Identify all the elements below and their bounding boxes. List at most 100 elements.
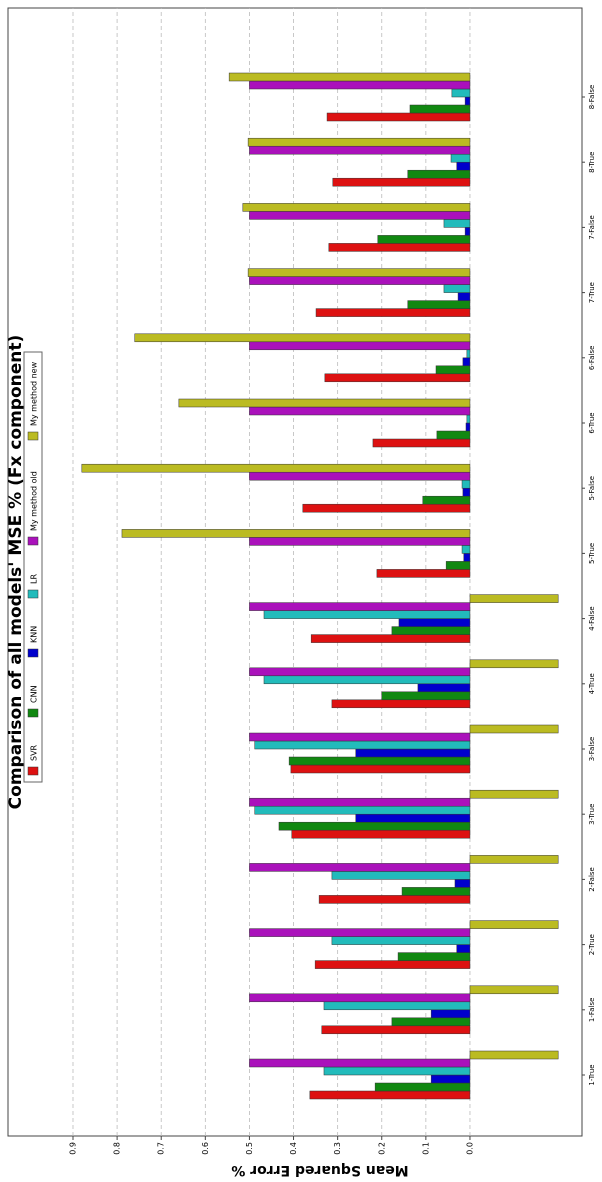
bar	[314, 960, 471, 969]
bar	[288, 756, 471, 766]
bar	[469, 659, 559, 669]
bar	[465, 422, 471, 432]
bar	[242, 203, 471, 212]
bar	[391, 626, 471, 635]
bar	[249, 537, 471, 546]
bar	[254, 740, 471, 750]
bar	[461, 479, 471, 489]
x-tick-label: 7-False	[588, 215, 596, 240]
bar	[121, 529, 471, 538]
y-tick-label: 0.7	[157, 1142, 166, 1155]
y-tick-label: 0.5	[245, 1142, 254, 1155]
bar	[466, 414, 471, 424]
bar	[397, 952, 471, 961]
bar	[454, 879, 471, 888]
bar	[331, 936, 471, 945]
bar	[407, 169, 471, 179]
bar	[249, 1058, 471, 1068]
x-tick-label: 4-True	[588, 673, 596, 694]
bar	[249, 602, 471, 611]
legend-swatch	[27, 431, 39, 441]
bar	[435, 365, 471, 375]
bar	[315, 308, 471, 317]
bar	[430, 1009, 471, 1019]
bar	[374, 1082, 471, 1092]
bar	[469, 920, 559, 929]
bar	[178, 398, 471, 408]
bar	[417, 683, 471, 693]
bar	[247, 137, 471, 147]
bar	[249, 80, 471, 90]
bar	[443, 284, 471, 293]
bar	[249, 276, 471, 285]
bar	[134, 333, 471, 343]
bar	[291, 829, 471, 839]
legend-swatch	[27, 589, 39, 599]
bar	[249, 211, 471, 220]
chart-title: Comparison of all models' MSE % (Fx comp…	[6, 335, 26, 810]
bar	[249, 471, 471, 481]
legend-label: My method new	[30, 361, 39, 426]
legend-swatch	[27, 766, 39, 776]
bar	[310, 634, 471, 643]
x-tick-label: 8-False	[588, 85, 596, 110]
bar	[422, 495, 471, 505]
bar	[445, 561, 471, 570]
bar	[249, 993, 471, 1003]
bar	[290, 764, 471, 774]
bar	[456, 161, 471, 171]
x-tick-label: 2-False	[588, 867, 596, 892]
bar	[263, 610, 471, 619]
y-tick-label: 0.1	[421, 1142, 430, 1155]
bar	[249, 797, 471, 807]
x-tick-label: 8-True	[588, 152, 596, 173]
bar	[391, 1017, 471, 1027]
bar	[469, 724, 559, 734]
bar	[464, 96, 471, 106]
y-tick-label: 0.9	[68, 1142, 77, 1155]
bar	[249, 667, 471, 677]
bar	[381, 691, 471, 701]
bar	[331, 699, 471, 709]
y-tick-label: 0.4	[289, 1142, 298, 1155]
x-tick-label: 2-True	[588, 934, 596, 955]
bar	[469, 855, 559, 864]
bar	[450, 153, 471, 163]
bar	[456, 944, 471, 953]
bar	[309, 1090, 471, 1100]
x-tick-label: 6-False	[588, 346, 596, 371]
bar	[81, 463, 471, 473]
y-tick-label: 0.2	[377, 1142, 386, 1155]
y-tick-label: 0.0	[465, 1142, 474, 1155]
bar	[249, 145, 471, 155]
bar	[469, 594, 559, 603]
bar	[249, 863, 471, 872]
y-tick-label: 0.6	[201, 1142, 210, 1155]
bar	[462, 487, 471, 497]
bar	[278, 821, 471, 831]
legend-label: CNN	[30, 685, 39, 703]
bar	[430, 1074, 471, 1084]
bar	[451, 88, 471, 98]
bar	[401, 887, 471, 896]
legend-swatch	[27, 536, 39, 546]
bar	[355, 748, 471, 758]
bar	[372, 438, 471, 448]
bar	[249, 928, 471, 937]
bar	[331, 871, 471, 880]
bar	[464, 227, 471, 236]
bar	[443, 219, 471, 228]
x-tick-label: 7-True	[588, 282, 596, 303]
legend-label: My method old	[30, 471, 39, 531]
x-tick-label: 3-False	[588, 737, 596, 762]
bar	[332, 177, 471, 187]
legend-swatch	[27, 648, 39, 658]
legend-frame	[23, 351, 43, 783]
bar	[355, 813, 471, 823]
bar	[466, 349, 471, 359]
x-tick-label: 1-True	[588, 1064, 596, 1085]
plot-frame	[7, 7, 583, 1137]
bar	[328, 243, 471, 252]
rotated-chart: Comparison of all models' MSE % (Fx comp…	[6, 7, 596, 1178]
